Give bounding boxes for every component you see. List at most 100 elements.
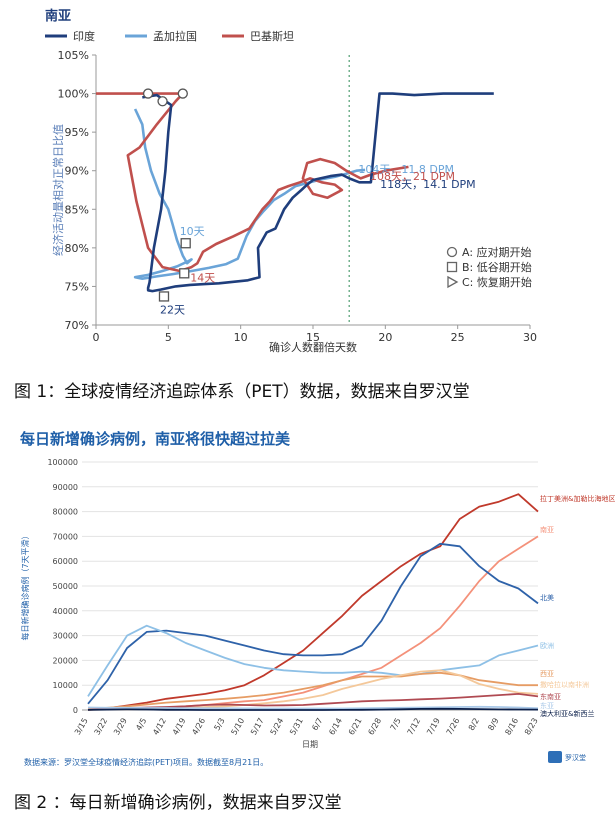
series-line-2 [87, 542, 539, 705]
x-axis-title: 日期 [302, 740, 318, 749]
y-tick-label-6: 100% [58, 88, 89, 101]
marker-legend-icon-2 [447, 275, 459, 289]
series-2-marker-0 [142, 88, 154, 99]
series-1-marker-1 [180, 238, 191, 249]
series-end-label-1: 南亚 [540, 525, 554, 534]
x-tick-label-20: 8/2 [467, 717, 481, 733]
x-tick-label-0: 0 [93, 331, 100, 344]
x-tick-label-17: 7/12 [406, 717, 423, 737]
series-end-label-3: 欧洲 [540, 641, 554, 650]
series-line-6 [87, 692, 539, 711]
series-2-marker-1 [177, 88, 188, 99]
series-0-marker-0 [158, 291, 170, 302]
series-end-label-4: 西亚 [540, 670, 554, 678]
series-line-3 [87, 624, 539, 697]
logo-text: 罗汉堂 [565, 753, 586, 762]
x-tick-label-2: 3/29 [112, 717, 129, 737]
x-tick-label-15: 6/28 [366, 717, 383, 737]
y-tick-label-0: 70% [65, 319, 89, 332]
y-tick-label-8: 80000 [53, 508, 78, 517]
series-end-label-5: 撒哈拉以南非洲 [540, 680, 589, 689]
y-tick-label-4: 90% [65, 165, 89, 178]
x-tick-label-10: 5/24 [269, 717, 286, 737]
marker-legend-label-1: B: 低谷期开始 [462, 260, 532, 274]
series-end-label-0: 拉丁美洲&加勒比海地区 [540, 494, 615, 503]
series-1-label-1: 10天 [180, 225, 205, 238]
y-tick-label-2: 80% [65, 242, 89, 255]
x-tick-label-19: 7/26 [445, 717, 462, 737]
y-tick-label-3: 30000 [53, 632, 78, 641]
y-tick-label-5: 95% [65, 126, 89, 139]
x-tick-label-9: 5/17 [249, 717, 266, 737]
series-line-0 [142, 92, 494, 293]
x-tick-label-5: 4/19 [171, 717, 188, 737]
series-line-0 [87, 493, 539, 711]
marker-legend-icon-0 [446, 246, 458, 258]
x-tick-label-23: 8/23 [523, 717, 540, 737]
legend-label-2: 巴基斯坦 [250, 29, 294, 43]
x-tick-label-7: 5/3 [212, 717, 226, 733]
series-2-label-3: 108天，21 DPM [370, 170, 455, 183]
y-axis-title: 每日新增确诊病例（7天平滑） [20, 531, 30, 640]
y-tick-label-9: 90000 [53, 483, 78, 492]
marker-legend-label-2: C: 恢复期开始 [462, 275, 532, 289]
x-tick-label-4: 4/12 [151, 717, 168, 737]
x-tick-label-8: 5/10 [229, 717, 246, 737]
x-tick-label-5: 25 [451, 331, 465, 344]
x-tick-label-3: 4/5 [134, 717, 148, 733]
series-1-label-2: 104天，11.8 DPM [358, 163, 454, 176]
y-tick-label-2: 20000 [53, 656, 78, 665]
series-0-label-0: 22天 [160, 303, 185, 316]
chart-1-title: 南亚 [45, 8, 71, 24]
y-tick-label-1: 10000 [53, 681, 78, 690]
source-note: 数据来源：罗汉堂全球疫情经济追踪(PET)项目。数据截至8月21日。 [24, 757, 268, 767]
x-tick-label-4: 20 [378, 331, 392, 344]
y-axis-title: 经济活动量相对正常日比值 [51, 124, 65, 256]
series-end-label-6: 东南亚 [540, 692, 561, 701]
series-end-label-2: 北美 [540, 593, 554, 602]
series-end-label-8: 澳大利亚&新西兰 [540, 709, 594, 718]
figure-1-caption: 图 1：全球疫情经济追踪体系（PET）数据，数据来自罗汉堂 [14, 382, 470, 402]
chart-2-title: 每日新增确诊病例，南亚将很快超过拉美 [20, 430, 291, 448]
x-tick-label-12: 6/7 [310, 717, 324, 733]
series-line-8 [87, 707, 539, 711]
y-tick-label-6: 60000 [53, 557, 78, 566]
series-line-1 [133, 108, 366, 281]
x-tick-label-6: 4/26 [190, 717, 207, 737]
x-tick-label-16: 7/5 [389, 717, 403, 733]
x-tick-label-3: 15 [306, 331, 320, 344]
x-tick-label-14: 6/21 [347, 717, 364, 737]
marker-legend-icon-1 [446, 261, 458, 273]
y-tick-label-7: 70000 [53, 532, 78, 541]
x-tick-label-2: 10 [234, 331, 248, 344]
x-tick-label-1: 3/22 [93, 717, 110, 737]
y-tick-label-10: 100000 [47, 458, 78, 467]
series-2-label-2: 14天 [190, 271, 215, 284]
series-line-2 [96, 92, 409, 273]
series-0-label-1: 118天，14.1 DPM [380, 178, 476, 191]
x-tick-label-13: 6/14 [327, 717, 344, 737]
x-tick-label-11: 5/31 [288, 717, 305, 737]
x-axis-title: 确诊人数翻倍天数 [269, 340, 357, 354]
legend-label-0: 印度 [73, 29, 95, 43]
legend-label-1: 孟加拉国 [153, 29, 197, 43]
series-1-marker-0 [157, 96, 168, 107]
marker-legend-label-0: A: 应对期开始 [462, 245, 532, 259]
figure-2-caption: 图 2 ：每日新增确诊病例，数据来自罗汉堂 [14, 793, 342, 813]
y-tick-label-0: 0 [73, 706, 78, 715]
series-end-label-7: 东亚 [540, 701, 554, 710]
x-tick-label-6: 30 [523, 331, 537, 344]
y-tick-label-7: 105% [58, 49, 89, 62]
series-line-7 [87, 705, 539, 710]
series-2-marker-2 [179, 268, 190, 279]
y-tick-label-5: 50000 [53, 582, 78, 591]
x-tick-label-22: 8/16 [503, 717, 520, 737]
x-tick-label-1: 5 [165, 331, 172, 344]
x-tick-label-18: 7/19 [425, 717, 442, 737]
x-tick-label-21: 8/9 [486, 717, 500, 733]
y-tick-label-1: 75% [65, 280, 89, 293]
y-tick-label-4: 40000 [53, 607, 78, 616]
series-line-1 [87, 535, 539, 711]
chart-2-daily-new-cases: 每日新增确诊病例，南亚将很快超过拉美 0 10000 20000 30000 40000 5… [20, 430, 615, 767]
